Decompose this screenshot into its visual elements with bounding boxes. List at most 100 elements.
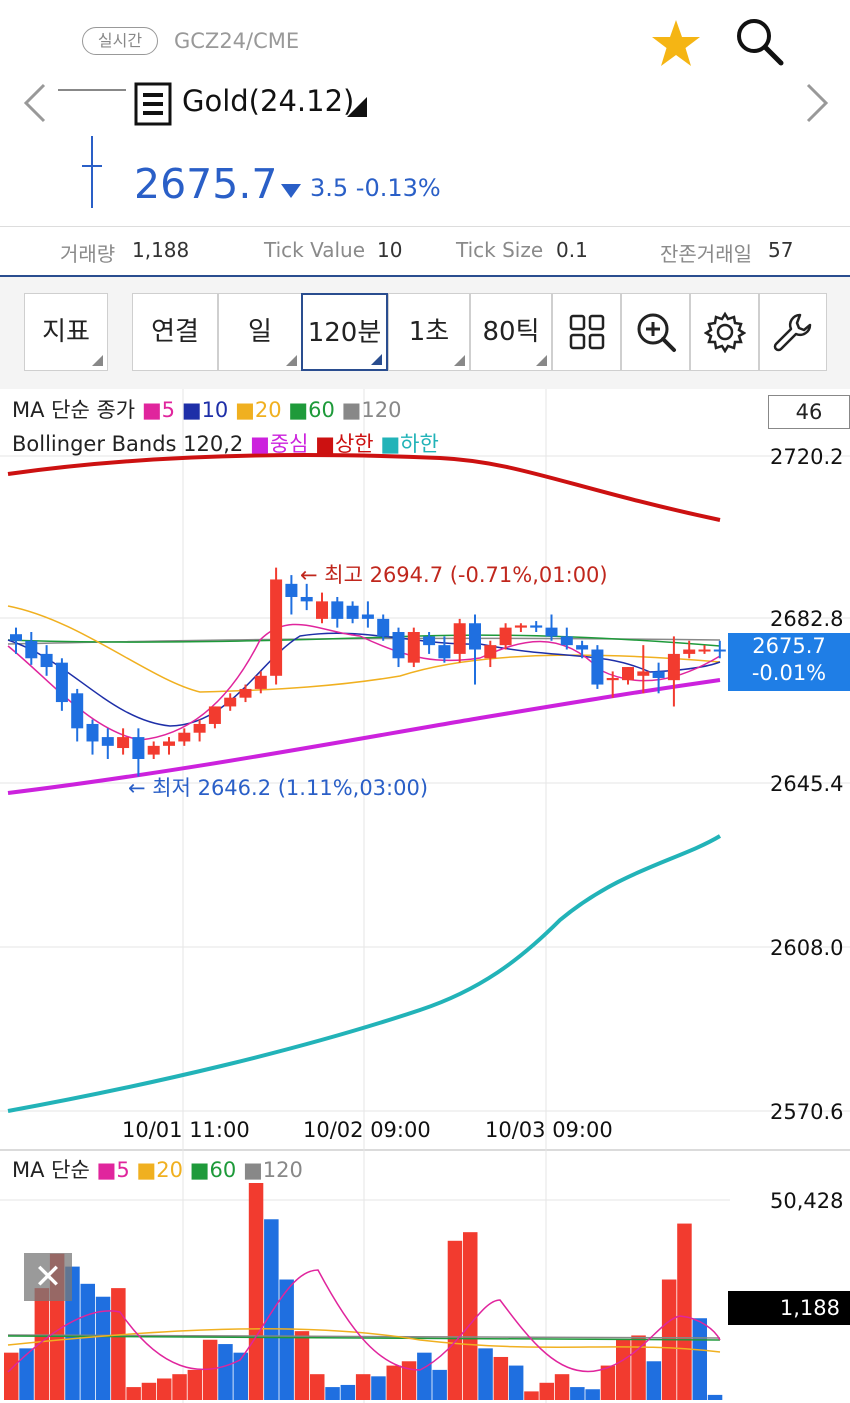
volume-bar	[264, 1219, 279, 1400]
candle-body	[270, 579, 283, 676]
candle-body	[392, 632, 405, 659]
volume-ma-legend[interactable]: MA 단순 ■5 ■20 ■60 ■120	[12, 1154, 303, 1184]
symbol-code: GCZ24/CME	[174, 29, 300, 53]
bb-upper-line	[7, 453, 721, 522]
volume-bar	[202, 1339, 218, 1400]
volume-bar	[371, 1376, 386, 1400]
tick-value-label: Tick Value	[264, 238, 366, 262]
volume-bar	[248, 1183, 264, 1400]
zoom-in-button[interactable]	[621, 293, 690, 371]
candle-body	[652, 671, 665, 678]
candle-body	[667, 653, 680, 681]
link-button[interactable]: 연결	[132, 293, 218, 371]
min120-button[interactable]: 120분	[301, 293, 388, 371]
ma20-legend: ■20	[234, 398, 282, 422]
next-arrow-icon[interactable]	[802, 82, 832, 124]
layout-grid-button[interactable]	[552, 293, 621, 371]
candle-body	[606, 677, 619, 681]
candle-body	[469, 623, 481, 650]
volume-bar	[646, 1361, 662, 1400]
candle-body	[117, 737, 130, 749]
divider	[0, 275, 850, 277]
indicator-button[interactable]: 지표	[24, 293, 108, 371]
favorite-star-icon[interactable]	[650, 18, 702, 70]
bb-mid-legend: ■중심	[249, 432, 309, 456]
bb-upper-legend: ■상한	[315, 432, 374, 456]
chart-grid	[0, 389, 850, 1403]
volume-bar	[417, 1352, 432, 1400]
vol-ma5-line	[7, 1269, 721, 1373]
x-tick-label: 10/01 11:00	[122, 1118, 250, 1142]
x-tick-label: 10/02 09:00	[303, 1118, 431, 1142]
candle-body	[254, 675, 267, 689]
divider	[0, 226, 850, 227]
search-icon[interactable]	[732, 14, 786, 68]
day-button[interactable]: 일	[218, 293, 302, 371]
vol-ma120-legend: ■120	[242, 1158, 303, 1182]
volume-bar	[600, 1365, 616, 1400]
tick80-button[interactable]: 80틱	[470, 293, 552, 371]
volume-legend-title: MA 단순	[12, 1158, 90, 1182]
candle-body	[453, 623, 466, 654]
candle-body	[178, 732, 191, 742]
candle-body	[423, 636, 436, 646]
volume-bar	[233, 1352, 248, 1400]
ma120-legend: ■120	[341, 398, 402, 422]
volume-bar	[570, 1387, 585, 1400]
volume-ma-lines	[7, 1269, 721, 1373]
link-label: 연결	[151, 317, 199, 347]
candle-body	[239, 688, 252, 698]
vol-ma20-legend: ■20	[136, 1158, 183, 1182]
price-chart[interactable]	[0, 389, 850, 1403]
y-tick-label: 2645.4	[770, 772, 844, 796]
instrument-title[interactable]: Gold(24.12)	[182, 84, 355, 118]
candle-body	[193, 723, 206, 733]
close-indicator-button[interactable]: ✕	[24, 1253, 72, 1301]
candle-body	[591, 649, 604, 685]
title-dropdown-icon[interactable]	[346, 96, 368, 118]
candle-body	[55, 662, 68, 703]
candle-body	[576, 645, 589, 650]
volume-bar	[141, 1382, 157, 1400]
candle-body	[40, 653, 53, 668]
volume-y-tick-label: 50,428	[770, 1189, 844, 1213]
candle-body	[407, 632, 420, 663]
volume-bar	[95, 1296, 111, 1400]
candle-body	[530, 625, 543, 628]
bb-legend[interactable]: Bollinger Bands 120,2 ■중심 ■상한 ■하한	[12, 428, 439, 458]
ma60-legend: ■60	[288, 398, 335, 422]
prev-arrow-icon[interactable]	[20, 82, 50, 124]
candlesticks	[10, 567, 726, 777]
volume-bar	[187, 1369, 203, 1400]
candle-body	[147, 745, 160, 755]
sec1-button[interactable]: 1초	[388, 293, 470, 371]
bb-legend-title: Bollinger Bands 120,2	[12, 432, 244, 456]
gear-icon	[703, 311, 746, 353]
low-annotation: ← 최저 2646.2 (1.11%,03:00)	[128, 776, 429, 800]
candle-body	[285, 583, 298, 597]
ma-legend[interactable]: MA 단순 종가 ■5 ■10 ■20 ■60 ■120	[12, 394, 401, 424]
candle-body	[132, 737, 145, 759]
volume-bar	[524, 1391, 539, 1400]
down-triangle-icon	[280, 183, 302, 199]
volume-bar	[157, 1378, 172, 1400]
volume-bar	[447, 1240, 463, 1400]
volume-bar	[19, 1348, 34, 1400]
volume-bar	[386, 1365, 401, 1400]
ma-legend-title: MA 단순 종가	[12, 398, 136, 422]
volume-bar	[554, 1374, 570, 1400]
volume-bar	[34, 1288, 50, 1400]
tools-button[interactable]	[759, 293, 827, 371]
price-change: 3.5 -0.13%	[310, 174, 441, 202]
chart-count-box[interactable]: 46	[768, 395, 850, 429]
candle-body	[698, 649, 711, 652]
volume-bar	[585, 1389, 600, 1400]
tick-value-value: 10	[377, 238, 403, 262]
volume-bar	[355, 1374, 371, 1400]
candle-body	[499, 627, 512, 646]
list-menu-icon[interactable]	[134, 82, 172, 126]
settings-button[interactable]	[690, 293, 759, 371]
grid-icon	[569, 314, 604, 350]
candle-body	[71, 693, 84, 729]
candle-body	[224, 697, 237, 707]
